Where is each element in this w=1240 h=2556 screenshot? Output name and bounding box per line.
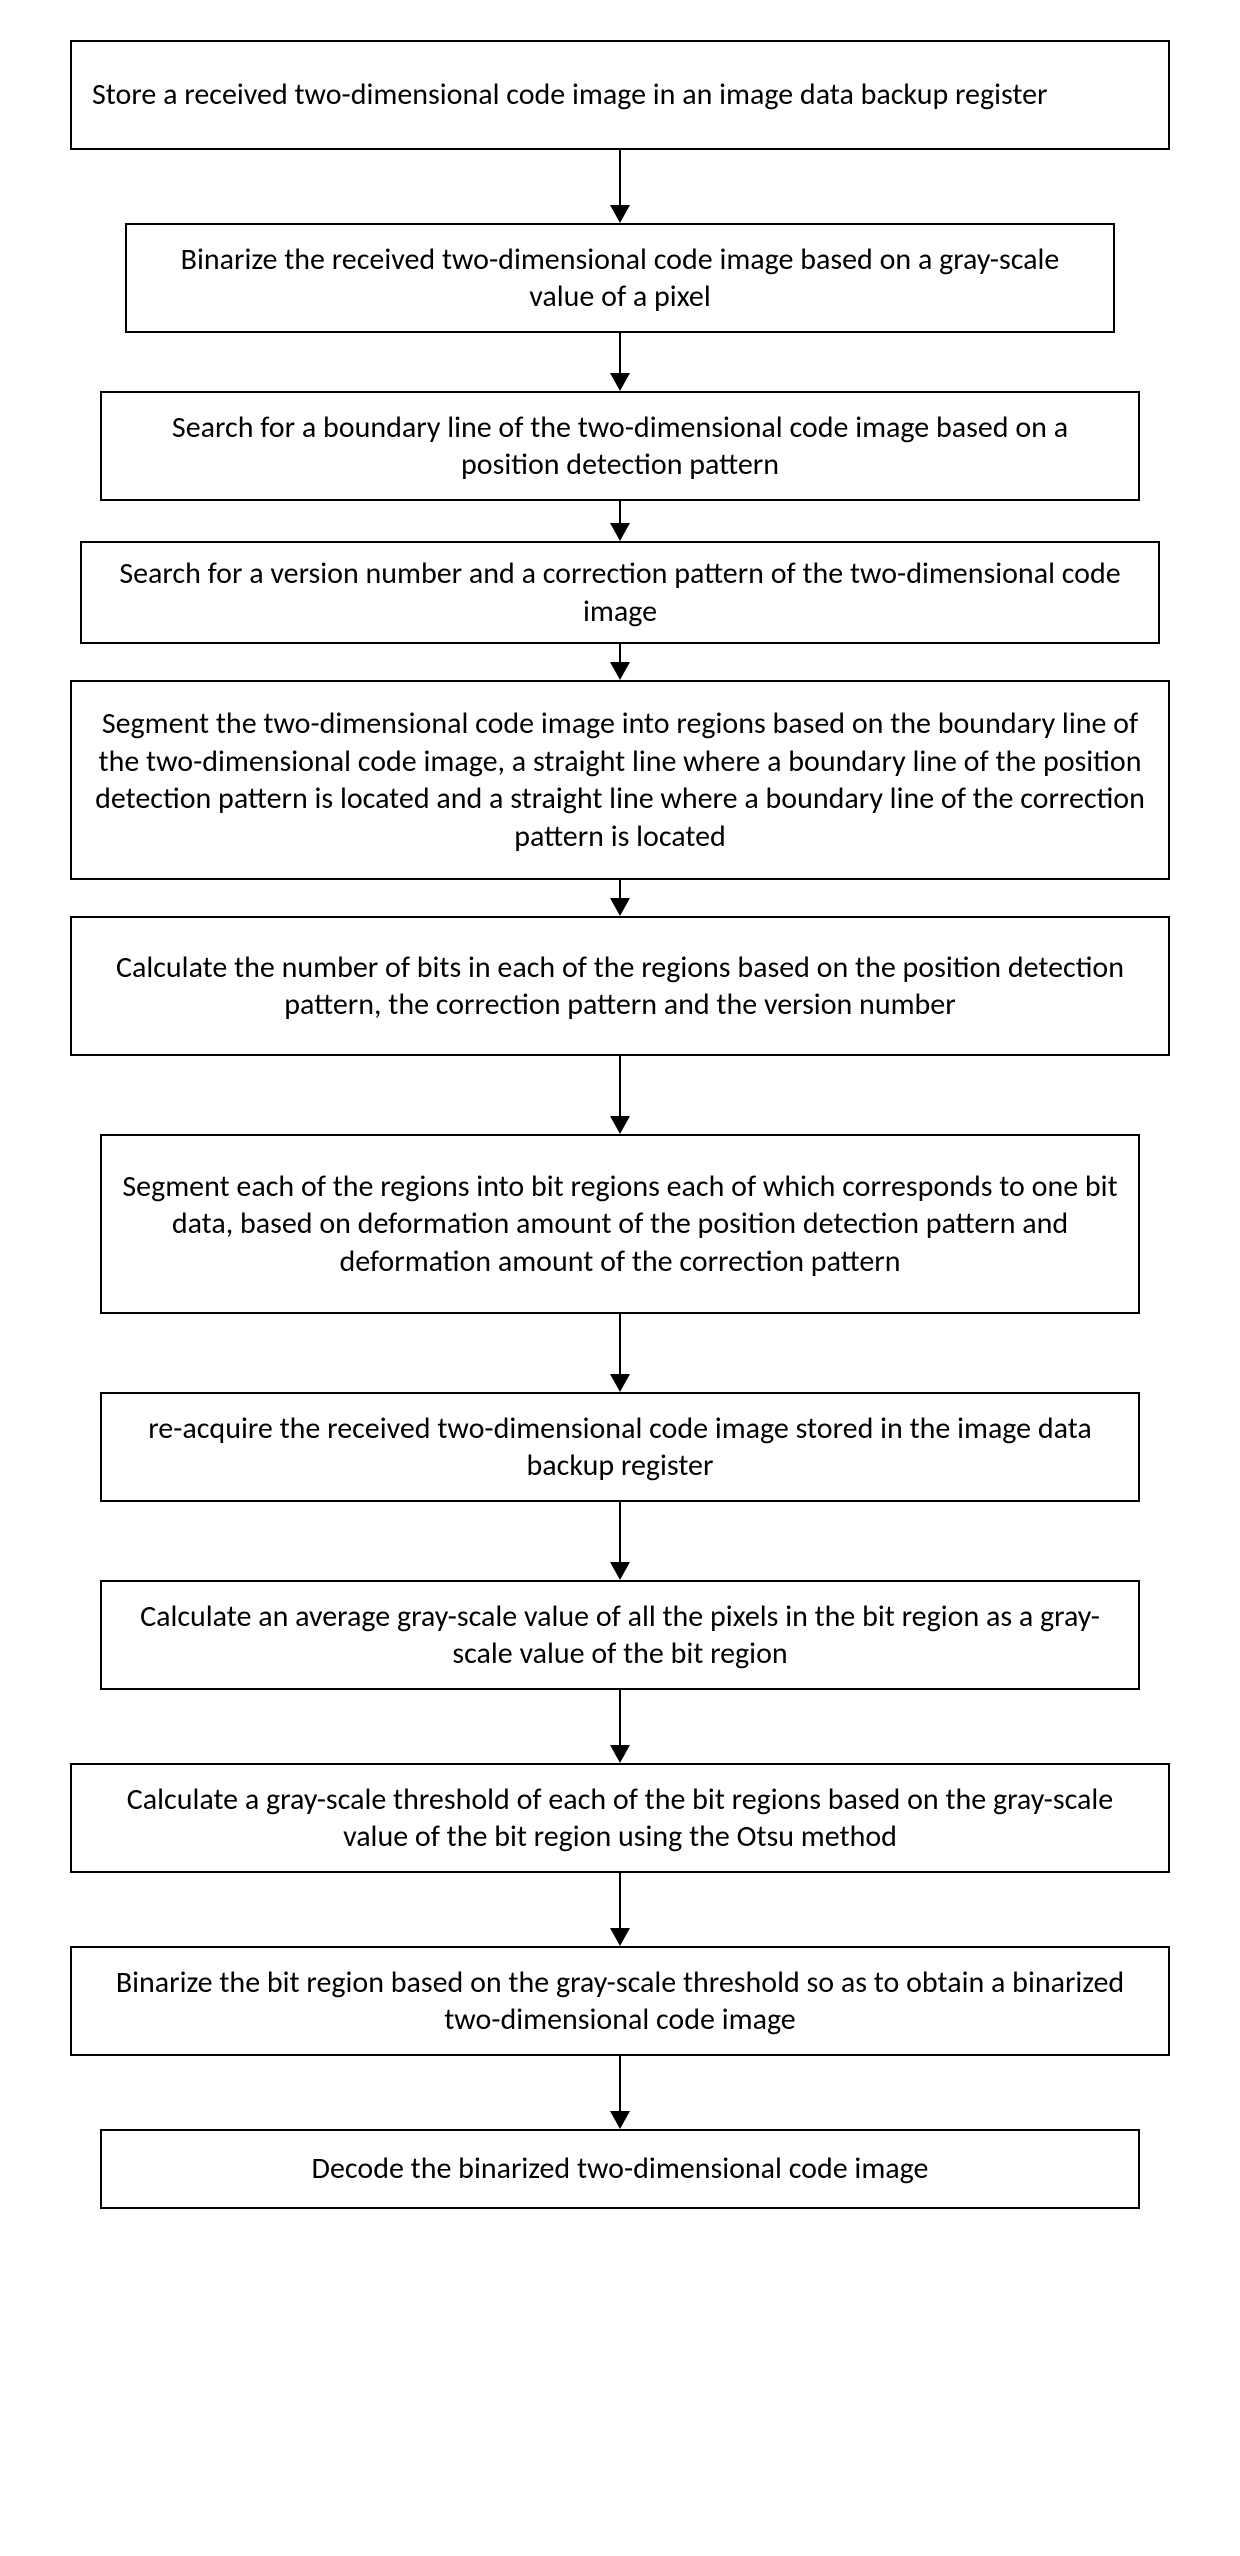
- arrow-shaft: [619, 2056, 621, 2111]
- arrow-shaft: [619, 501, 621, 523]
- arrow-head-icon: [610, 1562, 630, 1580]
- flow-arrow: [610, 150, 630, 223]
- arrow-head-icon: [610, 662, 630, 680]
- arrow-shaft: [619, 880, 621, 898]
- flow-arrow: [610, 1314, 630, 1392]
- flow-step-store-image: Store a received two-dimensional code im…: [70, 40, 1170, 150]
- flow-step-search-version: Search for a version number and a correc…: [80, 541, 1160, 644]
- flow-step-search-boundary: Search for a boundary line of the two-di…: [100, 391, 1140, 501]
- flow-step-decode: Decode the binarized two-dimensional cod…: [100, 2129, 1140, 2209]
- flow-arrow: [610, 333, 630, 391]
- flow-arrow: [610, 1690, 630, 1763]
- arrow-shaft: [619, 1690, 621, 1745]
- arrow-shaft: [619, 644, 621, 662]
- arrow-head-icon: [610, 2111, 630, 2129]
- arrow-head-icon: [610, 1745, 630, 1763]
- arrow-head-icon: [610, 205, 630, 223]
- flow-arrow: [610, 644, 630, 680]
- flow-arrow: [610, 1873, 630, 1946]
- arrow-head-icon: [610, 898, 630, 916]
- arrow-shaft: [619, 150, 621, 205]
- arrow-shaft: [619, 1056, 621, 1116]
- arrow-shaft: [619, 1314, 621, 1374]
- flow-arrow: [610, 2056, 630, 2129]
- arrow-head-icon: [610, 523, 630, 541]
- arrow-shaft: [619, 1502, 621, 1562]
- flow-step-calc-bits: Calculate the number of bits in each of …: [70, 916, 1170, 1056]
- flow-step-otsu-threshold: Calculate a gray-scale threshold of each…: [70, 1763, 1170, 1873]
- flow-step-avg-gray: Calculate an average gray-scale value of…: [100, 1580, 1140, 1690]
- flow-arrow: [610, 501, 630, 541]
- flow-step-reacquire: re-acquire the received two-dimensional …: [100, 1392, 1140, 1502]
- arrow-head-icon: [610, 1928, 630, 1946]
- arrow-head-icon: [610, 373, 630, 391]
- arrow-shaft: [619, 333, 621, 373]
- flow-step-segment-regions: Segment the two-dimensional code image i…: [70, 680, 1170, 880]
- flow-step-binarize-bit-region: Binarize the bit region based on the gra…: [70, 1946, 1170, 2056]
- arrow-shaft: [619, 1873, 621, 1928]
- flowchart-container: Store a received two-dimensional code im…: [0, 0, 1240, 2269]
- arrow-head-icon: [610, 1116, 630, 1134]
- flow-arrow: [610, 880, 630, 916]
- flow-arrow: [610, 1502, 630, 1580]
- arrow-head-icon: [610, 1374, 630, 1392]
- flow-step-binarize-pixel: Binarize the received two-dimensional co…: [125, 223, 1115, 333]
- flow-arrow: [610, 1056, 630, 1134]
- flow-step-segment-bit-regions: Segment each of the regions into bit reg…: [100, 1134, 1140, 1314]
